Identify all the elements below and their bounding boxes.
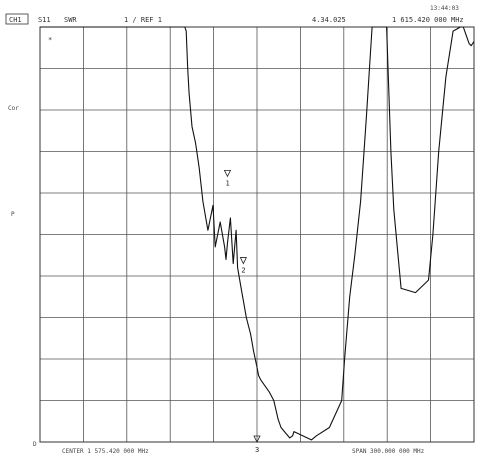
markers: 1 2 3 [223,170,261,454]
center-freq-label: CENTER 1 575.420 000 MHz [62,448,149,455]
timestamp-label: 13:44:03 [430,5,459,12]
channel-box [5,13,29,25]
ref-marker-star: * [48,36,52,44]
marker-3-label: 3 [255,446,259,454]
marker-2-label: 2 [241,267,245,275]
channel-label: CH1 [9,16,22,24]
bottom-left-label: D [33,441,37,448]
marker-freq-label: 1 615.420 000 MHz [392,16,464,24]
marker-1-label: 1 [225,179,229,187]
p-label: P [11,211,15,218]
marker-value-label: 4.34.025 [312,16,346,24]
format-label: SWR [64,16,77,24]
marker-2-triangle [239,257,248,265]
marker-3-triangle [253,435,261,443]
scale-label: 1 / REF 1 [124,16,162,24]
swr-trace-segment-2 [462,26,475,47]
cor-label: Cor [8,105,19,112]
swr-trace-segment-1 [40,26,464,441]
param-label: S11 [38,16,51,24]
span-label: SPAN 300.000 000 MHz [352,448,425,455]
grid [40,27,474,442]
traces [40,26,475,441]
marker-1-triangle [223,170,232,178]
